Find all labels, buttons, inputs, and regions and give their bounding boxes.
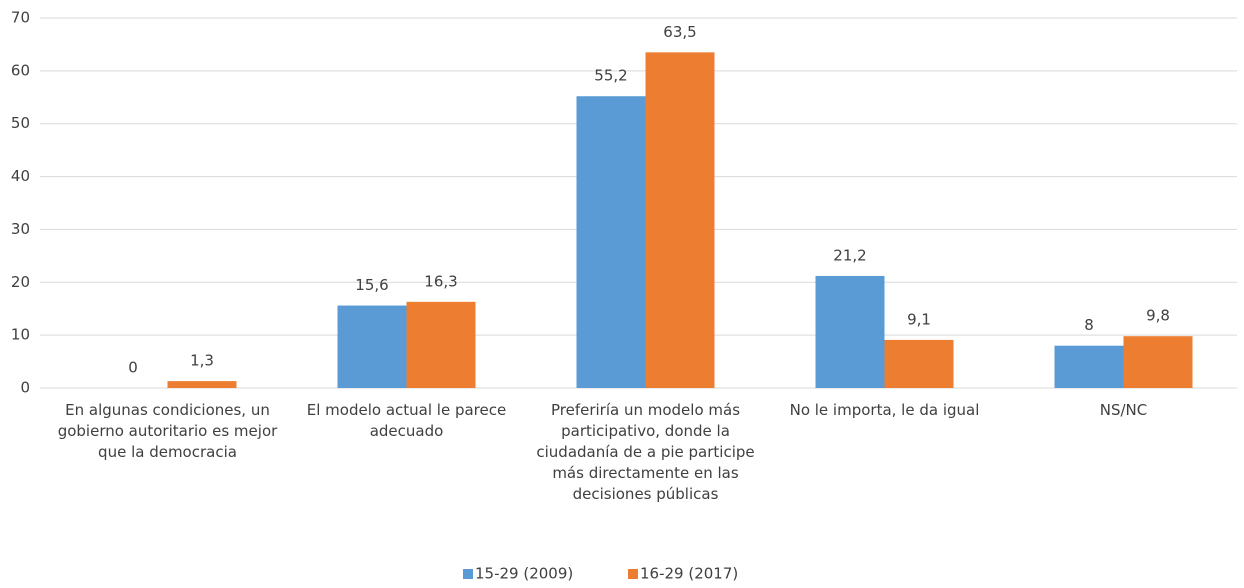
y-tick-label: 50 (11, 114, 30, 132)
y-tick-label: 10 (11, 326, 30, 344)
legend-label: 16-29 (2017) (640, 565, 738, 583)
data-label: 1,3 (190, 352, 214, 370)
x-tick-label: El modelo actual le parece adecuado (306, 401, 507, 440)
data-label: 8 (1084, 316, 1094, 334)
data-label: 63,5 (663, 23, 696, 41)
data-label: 9,1 (907, 310, 931, 328)
bar (167, 381, 237, 388)
data-label: 15,6 (355, 276, 388, 294)
bar (576, 96, 646, 388)
y-tick-label: 30 (11, 220, 30, 238)
data-label: 21,2 (833, 246, 866, 264)
bar (815, 275, 885, 388)
y-tick-label: 0 (20, 379, 30, 397)
data-label: 0 (128, 359, 138, 377)
x-tick-label: En algunas condiciones, un gobierno auto… (57, 401, 278, 461)
x-tick-label: NS/NC (1099, 401, 1148, 419)
x-tick-label: Preferiría un modelo más participativo, … (536, 401, 755, 503)
bar (645, 52, 715, 388)
data-label: 16,3 (424, 272, 457, 290)
y-tick-label: 20 (11, 273, 30, 291)
bar (884, 339, 954, 388)
bar (1054, 345, 1124, 388)
y-tick-label: 60 (11, 61, 30, 79)
x-tick-label: No le importa, le da igual (789, 401, 980, 419)
data-label: 9,8 (1146, 307, 1170, 325)
legend-swatch (628, 569, 638, 579)
data-label: 55,2 (594, 67, 627, 85)
bar (337, 305, 407, 388)
bar (1123, 336, 1193, 388)
bar (406, 301, 476, 388)
y-tick-label: 70 (11, 9, 30, 27)
y-tick-label: 40 (11, 167, 30, 185)
legend-swatch (463, 569, 473, 579)
legend-label: 15-29 (2009) (475, 565, 573, 583)
